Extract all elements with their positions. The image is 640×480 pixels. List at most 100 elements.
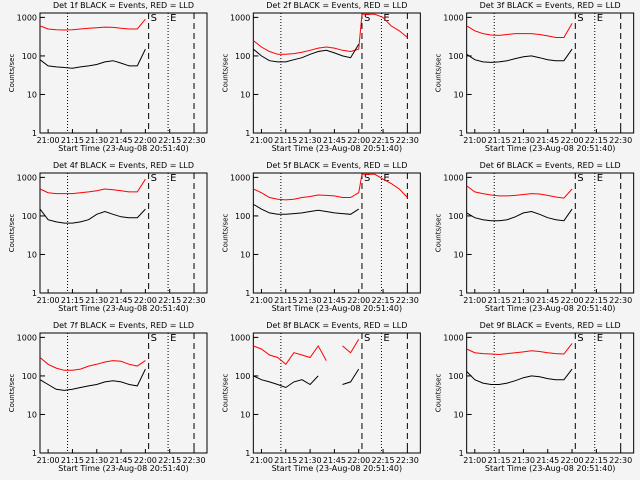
- y-tick-label: 1000: [443, 333, 463, 342]
- x-tick-label: 21:00: [250, 136, 273, 145]
- x-tick-label: 21:30: [299, 296, 322, 305]
- x-tick-label: 21:00: [463, 136, 486, 145]
- y-axis-label: Counts/sec: [435, 374, 443, 413]
- series-line: [466, 48, 573, 63]
- x-axis-label: Start Time (23-Aug-08 20:51:40): [272, 304, 403, 313]
- panel: Det 9f BLACK = Events, RED = LLD Start Ti…: [435, 321, 635, 473]
- panel: Det 4f BLACK = Events, RED = LLD Start Ti…: [8, 161, 208, 313]
- y-tick-label: 1000: [230, 173, 250, 182]
- series-line: [39, 18, 146, 31]
- plot-frame: [466, 172, 635, 294]
- y-tick-label: 1: [245, 129, 250, 138]
- series-line: [466, 343, 573, 356]
- panel-title: Det 1f BLACK = Events, RED = LLD: [53, 1, 194, 10]
- x-tick-label: 22:00: [347, 456, 370, 465]
- y-tick-label: 1: [32, 129, 37, 138]
- marker-label: E: [383, 13, 389, 24]
- x-tick-label: 22:30: [609, 296, 632, 305]
- y-axis-label: Counts/sec: [435, 214, 443, 253]
- x-tick-label: 21:00: [463, 296, 486, 305]
- x-tick-label: 22:30: [396, 136, 419, 145]
- y-tick-label: 1: [459, 289, 464, 298]
- x-tick-label: 22:15: [372, 136, 395, 145]
- panel: Det 2f BLACK = Events, RED = LLD Start Ti…: [221, 1, 421, 153]
- x-tick-label: 21:30: [512, 296, 535, 305]
- y-axis-label: Counts/sec: [221, 214, 229, 253]
- plot-frame: [39, 172, 208, 294]
- x-tick-label: 21:00: [250, 456, 273, 465]
- marker-label: E: [170, 13, 176, 24]
- x-axis-label: Start Time (23-Aug-08 20:51:40): [58, 304, 189, 313]
- y-tick-label: 1: [245, 449, 250, 458]
- x-tick-label: 21:30: [299, 456, 322, 465]
- y-tick-label: 10: [240, 250, 250, 259]
- y-tick-label: 1000: [17, 13, 37, 22]
- panel-title: Det 5f BLACK = Events, RED = LLD: [266, 161, 407, 170]
- x-tick-label: 21:15: [274, 456, 297, 465]
- marker-label: E: [383, 173, 389, 184]
- x-tick-label: 21:45: [110, 456, 133, 465]
- series-line: [39, 208, 146, 224]
- marker-label: E: [170, 333, 176, 344]
- x-tick-label: 21:15: [488, 296, 511, 305]
- x-axis-label: Start Time (23-Aug-08 20:51:40): [58, 464, 189, 473]
- y-tick-label: 1: [32, 449, 37, 458]
- plot-frame: [39, 332, 208, 454]
- y-tick-label: 100: [235, 372, 250, 381]
- x-axis-label: Start Time (23-Aug-08 20:51:40): [272, 464, 403, 473]
- y-tick-label: 100: [448, 212, 463, 221]
- x-tick-label: 21:30: [512, 136, 535, 145]
- y-tick-label: 10: [27, 90, 37, 99]
- y-tick-label: 1: [459, 129, 464, 138]
- x-tick-label: 21:00: [250, 296, 273, 305]
- marker-label: E: [597, 13, 603, 24]
- x-tick-label: 22:30: [396, 296, 419, 305]
- x-tick-label: 22:30: [609, 456, 632, 465]
- marker-label: S: [577, 173, 583, 184]
- panel-title: Det 7f BLACK = Events, RED = LLD: [53, 321, 194, 330]
- x-tick-label: 22:00: [561, 296, 584, 305]
- y-tick-label: 1000: [230, 333, 250, 342]
- y-tick-label: 1: [32, 289, 37, 298]
- marker-label: S: [364, 13, 370, 24]
- y-axis-label: Counts/sec: [435, 54, 443, 93]
- x-tick-label: 21:30: [512, 456, 535, 465]
- panel: Det 3f BLACK = Events, RED = LLD Start Ti…: [435, 1, 635, 153]
- series-line: [253, 338, 360, 366]
- x-axis-label: Start Time (23-Aug-08 20:51:40): [58, 144, 189, 153]
- y-tick-label: 100: [448, 52, 463, 61]
- y-tick-label: 1000: [17, 333, 37, 342]
- y-tick-label: 10: [453, 250, 463, 259]
- x-tick-label: 21:30: [299, 136, 322, 145]
- x-tick-label: 21:00: [37, 456, 60, 465]
- y-tick-label: 10: [453, 410, 463, 419]
- marker-label: S: [151, 13, 157, 24]
- panel: Det 5f BLACK = Events, RED = LLD Start Ti…: [221, 161, 421, 313]
- y-tick-label: 1000: [443, 173, 463, 182]
- y-axis-label: Counts/sec: [8, 214, 16, 253]
- series-line: [39, 48, 146, 69]
- series-line: [252, 13, 408, 55]
- x-tick-label: 21:00: [37, 296, 60, 305]
- y-tick-label: 1000: [443, 13, 463, 22]
- y-tick-label: 100: [22, 372, 37, 381]
- marker-label: E: [597, 333, 603, 344]
- x-tick-label: 21:45: [536, 136, 559, 145]
- series-line: [466, 185, 573, 199]
- x-tick-label: 22:00: [347, 296, 370, 305]
- x-tick-label: 21:45: [323, 296, 346, 305]
- marker-label: S: [577, 333, 583, 344]
- series-line: [466, 23, 573, 38]
- series-line: [253, 203, 359, 215]
- x-tick-label: 22:15: [372, 296, 395, 305]
- x-tick-label: 21:45: [110, 136, 133, 145]
- x-tick-label: 21:30: [85, 136, 108, 145]
- x-axis-label: Start Time (23-Aug-08 20:51:40): [485, 304, 616, 313]
- panel: Det 7f BLACK = Events, RED = LLD Start Ti…: [8, 321, 208, 473]
- y-tick-label: 1: [459, 449, 464, 458]
- plot-frame: [466, 12, 635, 134]
- y-tick-label: 10: [453, 90, 463, 99]
- plot-frame: [466, 332, 635, 454]
